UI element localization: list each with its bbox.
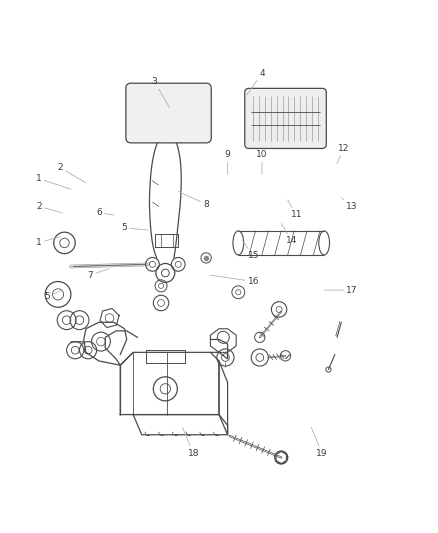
Text: 4: 4 (247, 69, 265, 95)
Text: 3: 3 (152, 77, 170, 108)
Text: 18: 18 (183, 427, 199, 458)
Text: 14: 14 (281, 223, 298, 245)
Text: 6: 6 (96, 208, 114, 217)
Text: 5: 5 (44, 290, 62, 301)
Text: 15: 15 (243, 241, 259, 260)
Text: 11: 11 (288, 200, 302, 220)
FancyBboxPatch shape (245, 88, 326, 149)
Text: 8: 8 (178, 191, 209, 209)
Text: 16: 16 (210, 275, 259, 286)
Text: 2: 2 (36, 202, 62, 213)
Text: 9: 9 (225, 150, 230, 174)
Text: 17: 17 (324, 286, 358, 295)
FancyBboxPatch shape (126, 83, 211, 143)
Text: 19: 19 (311, 427, 328, 458)
Text: 7: 7 (87, 269, 110, 280)
Text: 2: 2 (57, 163, 86, 183)
Text: 12: 12 (337, 144, 349, 164)
Text: 5: 5 (122, 223, 148, 232)
Text: 10: 10 (256, 150, 268, 174)
Text: 13: 13 (341, 198, 358, 211)
Text: 1: 1 (36, 174, 71, 189)
Text: 1: 1 (36, 237, 60, 247)
